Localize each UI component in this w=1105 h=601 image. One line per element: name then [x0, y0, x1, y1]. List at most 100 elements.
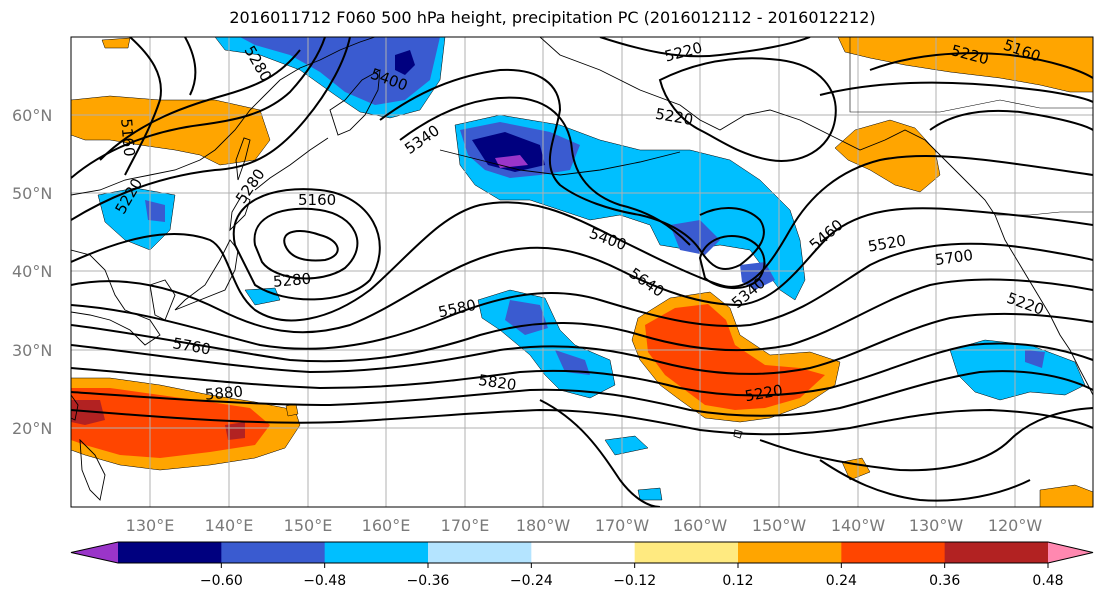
korea-coastline [149, 279, 176, 321]
colorbar: −0.60 −0.48 −0.36 −0.24 −0.12 0.12 0.24 0.36 0.4… [70, 541, 1094, 589]
latitude-label: 50°N [12, 184, 52, 203]
latitude-label: 40°N [12, 262, 52, 281]
contour-label: 5880 [204, 382, 244, 403]
height-contour [819, 81, 1093, 103]
height-contour [819, 459, 1031, 502]
longitude-label: 150°W [752, 516, 807, 535]
aleutian-islands [439, 149, 681, 176]
colorbar-segment [221, 542, 326, 563]
lat-lon-grid [71, 37, 1093, 507]
contour-label: 5700 [934, 246, 974, 269]
precip-anomaly-area [645, 304, 825, 410]
height-contour [379, 68, 765, 270]
colorbar-segment [428, 542, 532, 563]
contour-label: 5820 [477, 371, 517, 394]
colorbar-tick-label: 0.24 [826, 573, 857, 589]
precip-anomaly-area [637, 487, 663, 501]
colorbar-tick-label: −0.24 [510, 573, 553, 589]
longitude-label: 130°E [126, 516, 175, 535]
kuril-islands [254, 137, 329, 191]
canada-border [849, 37, 1093, 113]
colorbar-tick-label: −0.48 [303, 573, 346, 589]
height-contour [184, 37, 197, 96]
precip-anomaly-area [71, 400, 105, 425]
latitude-label: 20°N [12, 419, 52, 438]
longitude-label: 120°W [988, 516, 1043, 535]
height-contour [253, 207, 359, 280]
height-contour [869, 52, 1093, 79]
asia-coastline [71, 37, 376, 196]
precip-anomaly-area [285, 403, 299, 417]
colorbar-segment [531, 542, 636, 563]
colorbar-tick-label: 0.36 [929, 573, 960, 589]
height-contour [759, 407, 1093, 472]
taiwan-coastline [71, 394, 79, 421]
sakhalin-coastline [235, 137, 251, 181]
height-contour [698, 235, 766, 289]
precip-anomaly-area [240, 37, 440, 105]
colorbar-segment [841, 542, 946, 563]
map-title: 2016011712 F060 500 hPa height, precipit… [229, 8, 876, 27]
height-contours [71, 37, 1093, 507]
colorbar-extend-low [71, 542, 118, 563]
colorbar-outline [70, 541, 1094, 564]
height-contour [71, 342, 1093, 397]
precip-anomaly-area [837, 37, 1093, 93]
height-contour [71, 37, 326, 179]
precip-anomaly-area [472, 132, 545, 172]
height-contour [71, 312, 1093, 375]
height-contour [71, 370, 1093, 417]
precip-anomaly-area [101, 37, 131, 49]
asia-coastline [71, 249, 161, 346]
longitude-label: 140°E [205, 516, 254, 535]
precip-anomaly-area [395, 50, 415, 75]
height-contour [399, 96, 691, 246]
colorbar-tick-label: −0.36 [407, 573, 450, 589]
longitude-label: 160°E [362, 516, 411, 535]
height-contour [71, 408, 1093, 436]
precip-anomaly-area [604, 435, 649, 456]
height-contour [71, 37, 351, 221]
colorbar-extend-high [1048, 542, 1093, 563]
colorbar-tick-label: −0.60 [200, 573, 243, 589]
colorbar-segment [634, 542, 739, 563]
height-contour [71, 242, 1093, 350]
longitude-label: 170°E [441, 516, 490, 535]
longitude-label: 130°W [909, 516, 964, 535]
colorbar-tick-label: −0.12 [613, 573, 656, 589]
colorbar-segment [944, 542, 1049, 563]
map-frame [70, 36, 1094, 508]
contour-label: 5160 [117, 118, 138, 158]
north-america-coastline [994, 214, 1093, 396]
colorbar-segment [324, 542, 429, 563]
longitude-label: 170°W [595, 516, 650, 535]
latitude-axis: 60°N 50°N 40°N 30°N 20°N [12, 106, 52, 438]
longitude-label: 140°W [831, 516, 886, 535]
precip-anomaly-area [1039, 484, 1093, 507]
precip-anomaly-area [555, 350, 590, 375]
longitude-label: 150°E [284, 516, 333, 535]
latitude-label: 30°N [12, 341, 52, 360]
colorbar-segment [738, 542, 842, 563]
coastlines [71, 37, 1093, 501]
height-contour [99, 49, 301, 161]
precip-anomaly-area [225, 422, 245, 440]
longitude-label: 180°W [516, 516, 571, 535]
colorbar-tick-label: 0.48 [1032, 573, 1063, 589]
height-contour [232, 188, 381, 301]
height-contour [599, 37, 811, 58]
contour-label: 5280 [272, 270, 312, 291]
precip-anomaly-area [1025, 350, 1045, 368]
height-contour [539, 399, 661, 507]
longitude-axis: 130°E 140°E 150°E 160°E 170°E 180°W 170°… [126, 516, 1043, 535]
kamchatka-coastline [329, 69, 381, 136]
japan-coastline [229, 194, 251, 232]
height-contour [658, 57, 837, 162]
precip-anomaly-area [71, 388, 270, 458]
contour-label: 5160 [298, 191, 336, 209]
precip-anomaly-area [495, 155, 528, 168]
height-contour [71, 278, 1093, 363]
height-contour [71, 207, 1093, 334]
colorbar-segment [118, 542, 222, 563]
latitude-label: 60°N [12, 106, 52, 125]
